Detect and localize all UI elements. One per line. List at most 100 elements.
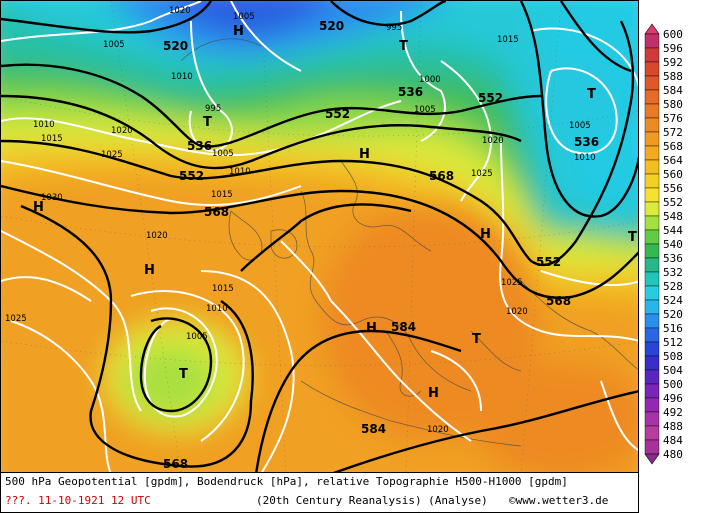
pressure-label: 1025 [471, 169, 493, 179]
legend-label: 572 [663, 126, 683, 139]
legend-swatch [644, 131, 660, 147]
caption-title: 500 hPa Geopotential [gpdm], Bodendruck … [5, 475, 568, 488]
high-center: H [144, 263, 155, 278]
pressure-label: 1005 [212, 149, 234, 159]
legend-label: 584 [663, 84, 683, 97]
pressure-label: 1005 [103, 40, 125, 50]
legend-label: 488 [663, 420, 683, 433]
legend-label: 564 [663, 154, 683, 167]
pressure-label: 1020 [146, 231, 168, 241]
pressure-label: 1010 [574, 153, 596, 163]
geopotential-label: 536 [398, 85, 423, 99]
legend-swatch [644, 327, 660, 343]
high-center: H [233, 24, 244, 39]
high-center: H [33, 200, 44, 215]
pressure-label: 1010 [229, 167, 251, 177]
legend-label: 508 [663, 350, 683, 363]
legend-scale: 6005965925885845805765725685645605565525… [644, 23, 683, 465]
legend-label: 480 [663, 448, 683, 461]
pressure-label: 1010 [171, 72, 193, 82]
legend-swatch [644, 369, 660, 385]
pressure-label: 1005 [414, 105, 436, 115]
pressure-label: 1015 [212, 284, 234, 294]
legend-label: 536 [663, 252, 683, 265]
weather-map: 520 520 536 552 552 536 552 568 568 552 … [0, 0, 639, 473]
geopotential-label: 584 [391, 320, 416, 334]
legend-label: 568 [663, 140, 683, 153]
pressure-label: 995 [386, 23, 402, 33]
legend-swatch [644, 425, 660, 441]
pressure-label: 1020 [427, 425, 449, 435]
geopotential-label: 552 [536, 255, 561, 269]
geopotential-label: 552 [478, 91, 503, 105]
legend-swatch [644, 313, 660, 329]
legend-swatch [644, 271, 660, 287]
legend-swatch [644, 33, 660, 49]
geopotential-label: 552 [325, 107, 350, 121]
pressure-label: 1020 [506, 307, 528, 317]
legend-label: 512 [663, 336, 683, 349]
caption-source: (20th Century Reanalysis) (Analyse) [256, 494, 488, 507]
legend-swatch [644, 75, 660, 91]
high-center: H [480, 227, 491, 242]
geopotential-lines [1, 1, 638, 472]
pressure-label: 1025 [101, 150, 123, 160]
pressure-label: 1020 [169, 6, 191, 16]
pressure-label: 1005 [569, 121, 591, 131]
isobars [1, 1, 638, 472]
legend-label: 544 [663, 224, 683, 237]
high-center: H [359, 147, 370, 162]
low-center: T [179, 367, 188, 382]
legend-label: 560 [663, 168, 683, 181]
legend-swatch [644, 215, 660, 231]
pressure-label: 1020 [482, 136, 504, 146]
high-center: H [366, 321, 377, 336]
legend-swatch [644, 117, 660, 133]
legend-label: 524 [663, 294, 683, 307]
geopotential-label: 552 [179, 169, 204, 183]
legend-label: 516 [663, 322, 683, 335]
legend-label: 596 [663, 42, 683, 55]
legend-swatch [644, 397, 660, 413]
geopotential-labels: 520 520 536 552 552 536 552 568 568 552 … [163, 19, 599, 471]
legend-label: 556 [663, 182, 683, 195]
pressure-label: 1005 [233, 12, 255, 22]
legend-swatch [644, 47, 660, 63]
high-center: H [428, 386, 439, 401]
legend-swatch [644, 201, 660, 217]
legend-swatch [644, 145, 660, 161]
legend-label: 592 [663, 56, 683, 69]
geopotential-label: 568 [204, 205, 229, 219]
legend-swatch [644, 355, 660, 371]
legend-label: 600 [663, 28, 683, 41]
legend-swatch [644, 411, 660, 427]
geopotential-label: 520 [163, 39, 188, 53]
legend-swatch [644, 243, 660, 259]
pressure-label: 1030 [41, 193, 63, 203]
pressure-label: 1010 [206, 304, 228, 314]
legend-swatch [644, 229, 660, 245]
legend-label: 588 [663, 70, 683, 83]
legend-swatch [644, 103, 660, 119]
geopotential-label: 568 [546, 294, 571, 308]
low-center: T [587, 87, 596, 102]
legend-swatch [644, 61, 660, 77]
legend-label: 484 [663, 434, 683, 447]
geopotential-label: 568 [429, 169, 454, 183]
legend-label: 540 [663, 238, 683, 251]
legend-swatch [644, 341, 660, 357]
geopotential-label: 584 [361, 422, 386, 436]
legend-swatch [644, 383, 660, 399]
legend-label: 576 [663, 112, 683, 125]
geopotential-label: 536 [574, 135, 599, 149]
caption-credit: ©www.wetter3.de [509, 494, 609, 507]
low-center: T [399, 39, 408, 54]
legend-swatch [644, 159, 660, 175]
pressure-label: 1005 [186, 332, 208, 342]
legend-swatch [644, 257, 660, 273]
legend-label: 496 [663, 392, 683, 405]
low-center: T [472, 332, 481, 347]
pressure-label: 1015 [211, 190, 233, 200]
legend-swatch [644, 173, 660, 189]
legend-bottom-arrow [644, 453, 660, 465]
